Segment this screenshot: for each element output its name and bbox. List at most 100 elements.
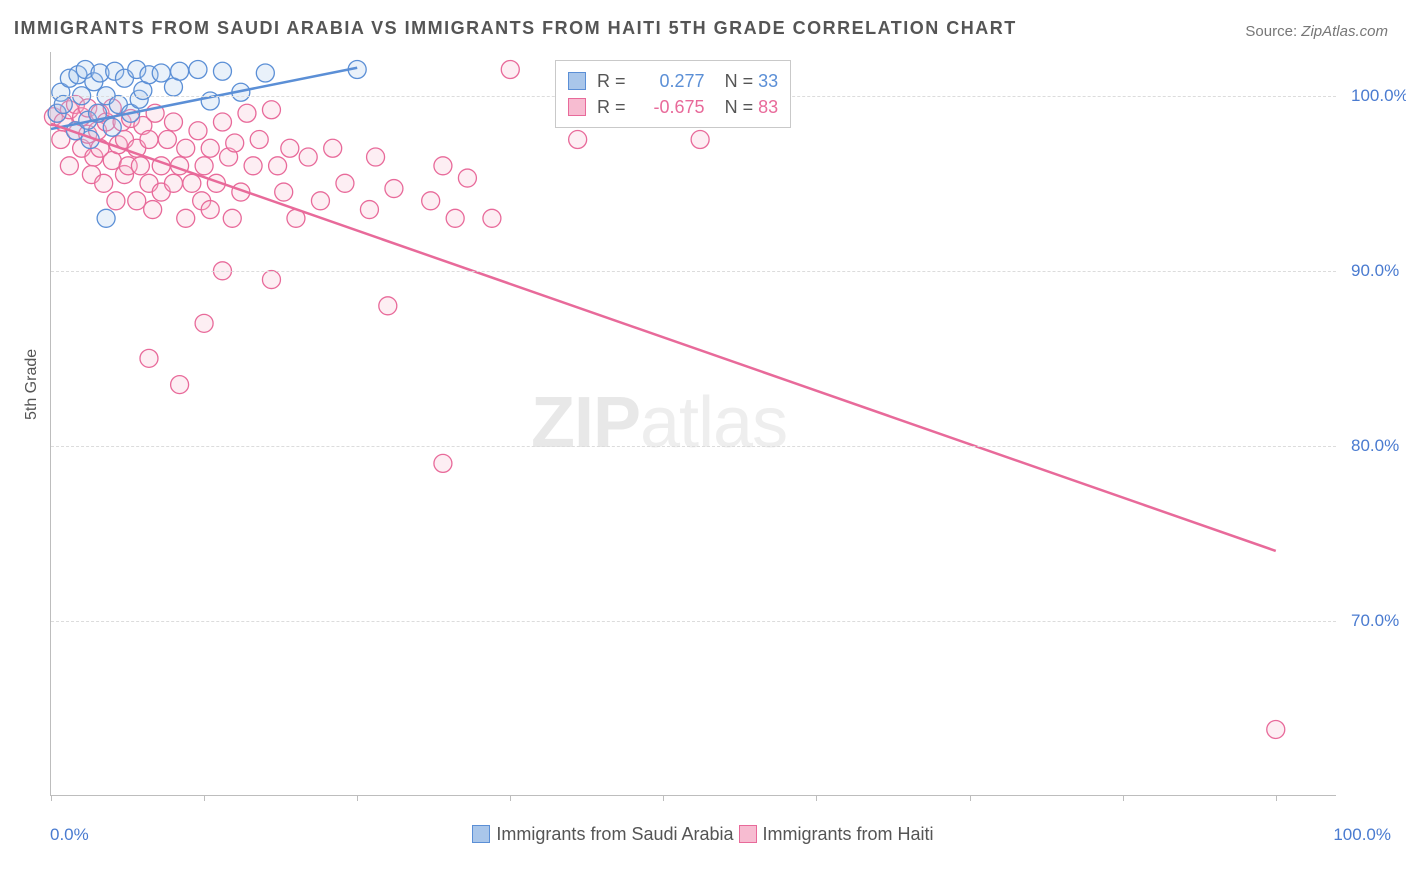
data-point <box>483 209 501 227</box>
data-point <box>189 122 207 140</box>
chart-title: IMMIGRANTS FROM SAUDI ARABIA VS IMMIGRAN… <box>14 18 1017 39</box>
data-point <box>223 209 241 227</box>
data-point <box>379 297 397 315</box>
data-point <box>95 174 113 192</box>
legend-n-value: 83 <box>758 97 778 117</box>
data-point <box>201 139 219 157</box>
source-label: Source: <box>1245 23 1297 40</box>
x-tick <box>204 795 205 801</box>
gridline <box>51 271 1336 272</box>
legend-label-haiti: Immigrants from Haiti <box>763 824 934 844</box>
x-tick <box>1276 795 1277 801</box>
legend-swatch <box>568 72 586 90</box>
data-point <box>177 209 195 227</box>
data-point <box>171 376 189 394</box>
source-value: ZipAtlas.com <box>1301 23 1388 40</box>
data-point <box>324 139 342 157</box>
legend-swatch-saudi <box>472 825 490 843</box>
source-attribution: Source: ZipAtlas.com <box>1245 23 1388 40</box>
data-point <box>97 209 115 227</box>
data-point <box>434 157 452 175</box>
data-point <box>262 101 280 119</box>
data-point <box>360 201 378 219</box>
data-point <box>336 174 354 192</box>
data-point <box>250 131 268 149</box>
y-tick-label: 80.0% <box>1351 436 1399 456</box>
data-point <box>569 131 587 149</box>
x-tick <box>970 795 971 801</box>
data-point <box>60 157 78 175</box>
data-point <box>691 131 709 149</box>
gridline <box>51 621 1336 622</box>
data-point <box>269 157 287 175</box>
data-point <box>140 349 158 367</box>
data-point <box>158 131 176 149</box>
data-point <box>275 183 293 201</box>
data-point <box>107 192 125 210</box>
x-tick <box>816 795 817 801</box>
y-tick-label: 70.0% <box>1351 611 1399 631</box>
data-point <box>238 104 256 122</box>
data-point <box>299 148 317 166</box>
series-legend: Immigrants from Saudi Arabia Immigrants … <box>0 824 1406 845</box>
data-point <box>1267 720 1285 738</box>
legend-n-label: N = <box>725 71 754 91</box>
x-tick <box>357 795 358 801</box>
data-point <box>195 314 213 332</box>
data-point <box>140 131 158 149</box>
data-point <box>501 61 519 79</box>
gridline <box>51 446 1336 447</box>
data-point <box>256 64 274 82</box>
data-point <box>213 113 231 131</box>
chart-container: IMMIGRANTS FROM SAUDI ARABIA VS IMMIGRAN… <box>0 0 1406 892</box>
data-point <box>131 157 149 175</box>
legend-n-value: 33 <box>758 71 778 91</box>
legend-r-value: 0.277 <box>631 68 705 94</box>
data-point <box>244 157 262 175</box>
legend-row: R = -0.675 N = 83 <box>568 94 778 120</box>
data-point <box>195 157 213 175</box>
data-point <box>385 180 403 198</box>
data-point <box>422 192 440 210</box>
y-tick-label: 100.0% <box>1351 86 1406 106</box>
data-point <box>446 209 464 227</box>
data-point <box>189 61 207 79</box>
data-point <box>177 139 195 157</box>
data-point <box>434 454 452 472</box>
data-point <box>164 113 182 131</box>
data-point <box>54 96 72 114</box>
correlation-legend: R = 0.277 N = 33 R = -0.675 N = 83 <box>555 60 791 128</box>
legend-label-saudi: Immigrants from Saudi Arabia <box>496 824 733 844</box>
data-point <box>152 64 170 82</box>
data-point <box>103 118 121 136</box>
data-point <box>183 174 201 192</box>
data-point <box>201 201 219 219</box>
plot-area: ZIPatlas 70.0%80.0%90.0%100.0% <box>50 52 1336 796</box>
data-point <box>262 271 280 289</box>
data-point <box>226 134 244 152</box>
legend-r-label: R = <box>597 97 626 117</box>
legend-row: R = 0.277 N = 33 <box>568 68 778 94</box>
x-tick <box>663 795 664 801</box>
legend-n-label: N = <box>725 97 754 117</box>
data-point <box>213 62 231 80</box>
chart-svg <box>51 52 1336 795</box>
data-point <box>144 201 162 219</box>
data-point <box>311 192 329 210</box>
data-point <box>164 174 182 192</box>
data-point <box>128 192 146 210</box>
data-point <box>458 169 476 187</box>
data-point <box>171 62 189 80</box>
data-point <box>367 148 385 166</box>
x-tick <box>510 795 511 801</box>
x-tick <box>1123 795 1124 801</box>
legend-swatch <box>568 98 586 116</box>
x-tick <box>51 795 52 801</box>
trend-line <box>51 124 1276 551</box>
legend-r-value: -0.675 <box>631 94 705 120</box>
y-axis-label: 5th Grade <box>23 349 41 420</box>
data-point <box>281 139 299 157</box>
y-tick-label: 90.0% <box>1351 261 1399 281</box>
legend-r-label: R = <box>597 71 626 91</box>
legend-swatch-haiti <box>739 825 757 843</box>
